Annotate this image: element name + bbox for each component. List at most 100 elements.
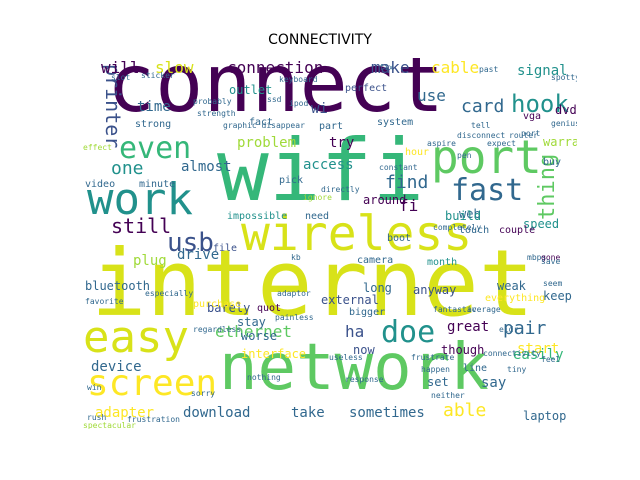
word: boot — [387, 233, 412, 244]
word: wi — [311, 101, 328, 117]
word: especially — [145, 289, 194, 298]
word: speed — [523, 217, 560, 231]
word: file — [213, 243, 238, 254]
word: download — [183, 405, 251, 421]
word: video — [85, 179, 116, 190]
word: month — [427, 257, 458, 268]
word: probably — [193, 97, 232, 106]
word: feel — [541, 355, 561, 364]
word: router — [509, 131, 538, 140]
word: eidr — [499, 325, 519, 334]
word: kb — [291, 253, 301, 262]
word: laptop — [523, 409, 567, 423]
word: easy — [83, 312, 189, 363]
word: tell — [471, 121, 491, 130]
word: ignore — [303, 193, 332, 202]
word: device — [91, 359, 142, 375]
word: keyboard — [279, 75, 318, 84]
word: wifi — [217, 121, 425, 221]
word: touch — [459, 225, 490, 236]
word: stay — [237, 315, 266, 329]
word: completely — [433, 223, 482, 232]
word: tiny — [507, 365, 527, 374]
word: though — [441, 343, 485, 357]
word: painless — [275, 313, 314, 322]
word: fast — [451, 173, 524, 208]
word: try — [329, 135, 355, 151]
word: bigger — [349, 307, 386, 318]
word: great — [447, 319, 490, 335]
word: take — [291, 405, 325, 421]
word-cloud: connect wifi internet network wireless p… — [81, 58, 577, 429]
word: buy — [543, 157, 562, 168]
word: past — [479, 65, 499, 74]
word: ssd — [267, 95, 282, 104]
word: genius — [551, 119, 577, 128]
word: almost — [181, 159, 232, 175]
word: screen — [87, 363, 218, 404]
word: connectivity — [483, 349, 541, 358]
word: outlet — [229, 83, 273, 97]
word: average — [467, 305, 501, 314]
word: minute — [139, 179, 176, 190]
word: strength — [197, 109, 236, 118]
word: pair — [503, 318, 547, 339]
word: around — [363, 193, 407, 207]
word: external — [321, 293, 379, 307]
word: part — [319, 121, 344, 132]
word: anyway — [413, 283, 457, 297]
word: fantastic — [433, 305, 477, 314]
word: plug — [133, 253, 167, 269]
word: strong — [135, 119, 172, 130]
word: able — [443, 400, 487, 421]
word: ipod — [289, 99, 309, 108]
word: camera — [357, 255, 394, 266]
word: barely — [207, 301, 251, 315]
word: sometimes — [349, 405, 425, 421]
word: frustrate — [411, 353, 455, 362]
word: usb — [167, 228, 214, 258]
word: warranty — [543, 135, 577, 149]
word: save — [541, 257, 561, 266]
word: favorite — [85, 297, 124, 306]
chart-title: CONNECTIVITY — [268, 32, 372, 48]
word: one — [111, 158, 144, 179]
word: sorry — [191, 389, 216, 398]
word: need — [305, 211, 330, 222]
word: network — [219, 331, 489, 405]
word: sticker — [141, 71, 175, 80]
word: say — [481, 375, 507, 391]
word: adapter — [95, 405, 155, 421]
word: rush — [87, 413, 107, 422]
word: pen — [457, 151, 472, 160]
word: effect — [83, 143, 112, 152]
word: vga — [523, 111, 542, 122]
word: dvd — [555, 103, 577, 117]
word: slot — [111, 73, 131, 82]
word: line — [463, 363, 488, 374]
word: fi — [399, 196, 419, 215]
word: system — [377, 117, 414, 128]
word: connect — [107, 58, 445, 130]
word: impossible — [227, 211, 288, 222]
word: fix — [379, 63, 394, 72]
word: adaptor — [277, 289, 311, 298]
word: disconnect — [457, 131, 506, 140]
word: signal — [517, 63, 568, 79]
word: access — [303, 157, 354, 173]
word: long — [363, 281, 392, 295]
word: perfect — [345, 83, 388, 94]
word: hook — [511, 90, 569, 118]
word: port — [431, 130, 542, 184]
word: constant — [379, 163, 418, 172]
word: time — [137, 99, 171, 115]
word: purchase — [193, 299, 242, 310]
word: make — [371, 58, 410, 77]
word: even — [119, 131, 192, 166]
word: start — [517, 341, 560, 357]
word: will — [101, 58, 140, 77]
word: doe — [381, 315, 436, 350]
word: weak — [497, 279, 526, 293]
word: happen — [421, 365, 450, 374]
word: ha — [345, 322, 365, 341]
